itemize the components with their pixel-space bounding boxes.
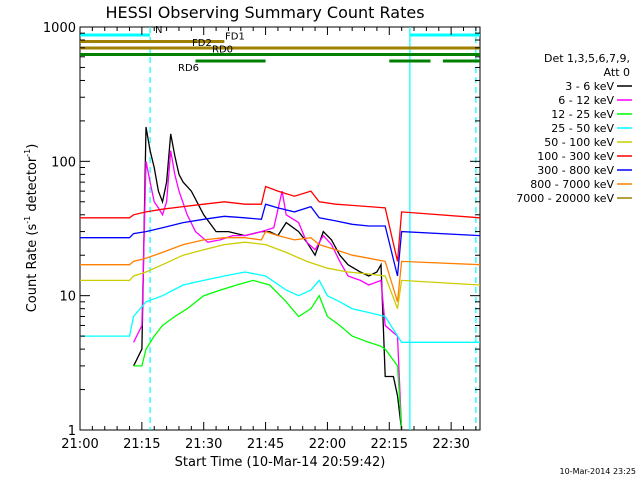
timestamp: 10-Mar-2014 23:25 (560, 467, 637, 476)
x-axis-ticks: 21:00 21:15 21:30 21:45 22:00 22:15 22:30 (61, 27, 477, 452)
x-tick-label-2: 21:30 (185, 437, 222, 452)
y-tick-label-1: 10 (59, 290, 76, 305)
flag-label-fd1: FD1 (225, 32, 245, 43)
x-tick-label-6: 22:30 (432, 437, 469, 452)
series-line-5 (80, 185, 481, 262)
series-line-1 (133, 150, 403, 431)
legend-label-2: 12 - 25 keV (551, 108, 614, 121)
x-tick-label-3: 21:45 (247, 437, 284, 452)
legend-label-7: 800 - 7000 keV (530, 178, 614, 191)
flag-label-rd0: RD0 (212, 45, 233, 56)
legend-label-3: 25 - 50 keV (551, 122, 614, 135)
legend-label-1: 6 - 12 keV (558, 94, 614, 107)
plot-frame (79, 26, 481, 431)
series-line-2 (133, 279, 403, 431)
y-axis-label: Count Rate (s-1 detector-1) (23, 144, 40, 313)
y-tick-label-3: 1000 (43, 21, 76, 36)
x-tick-label-1: 21:15 (123, 437, 160, 452)
x-axis-label: Start Time (10-Mar-14 20:59:42) (175, 455, 386, 470)
flag-label-fd2: FD2 (192, 38, 212, 49)
flag-label-n: N (155, 25, 162, 36)
legend-header-line1: Det 1,3,5,6,7,9, (544, 52, 630, 65)
y-axis-ticks: 1 10 100 1000 (43, 21, 480, 439)
legend-header-line2: Att 0 (604, 66, 630, 79)
flag-label-rd6: RD6 (178, 63, 199, 74)
legend-label-8: 7000 - 20000 keV (516, 192, 614, 205)
series-line-4 (80, 241, 481, 309)
x-tick-label-5: 22:15 (371, 437, 408, 452)
series-line-6 (80, 203, 481, 277)
legend-label-0: 3 - 6 keV (565, 80, 614, 93)
chart-title: HESSI Observing Summary Count Rates (105, 3, 424, 22)
legend-label-5: 100 - 300 keV (537, 150, 614, 163)
series-line-7 (80, 230, 481, 302)
y-tick-label-2: 100 (51, 155, 76, 170)
series-line-0 (133, 126, 403, 431)
x-tick-label-4: 22:00 (309, 437, 346, 452)
vertical-markers (149, 27, 477, 430)
y-tick-label-0: 1 (68, 424, 76, 439)
series-lines (80, 126, 481, 431)
series-line-3 (80, 271, 480, 343)
legend-label-6: 300 - 800 keV (537, 164, 614, 177)
x-tick-label-0: 21:00 (61, 437, 98, 452)
legend-label-4: 50 - 100 keV (544, 136, 614, 149)
